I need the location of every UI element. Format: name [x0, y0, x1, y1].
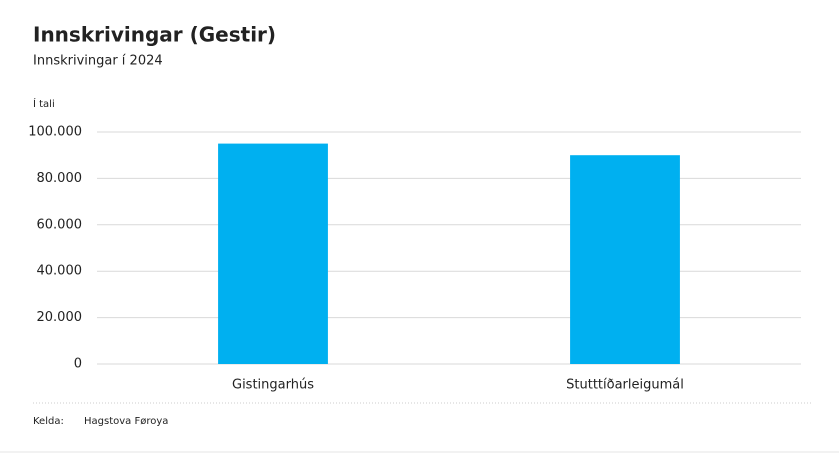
- y-tick-label: 60.000: [37, 217, 83, 232]
- y-tick-label: 20.000: [37, 310, 83, 325]
- y-tick-label: 100.000: [28, 125, 82, 140]
- y-tick-label: 80.000: [37, 171, 83, 186]
- chart-title: Innskrivingar (Gestir): [33, 23, 276, 47]
- x-tick-label: Gistingarhús: [232, 378, 314, 393]
- y-tick-label: 0: [74, 357, 82, 372]
- source: Hagstova Føroya: [84, 416, 168, 427]
- y-axis-label: Í tali: [33, 97, 55, 110]
- chart-subtitle: Innskrivingar í 2024: [33, 54, 163, 69]
- x-tick-label: Stutttíðarleigumál: [566, 378, 684, 393]
- bar: [218, 143, 328, 364]
- source-label: Kelda:: [33, 416, 64, 427]
- y-tick-label: 40.000: [37, 264, 83, 279]
- bar: [570, 155, 680, 364]
